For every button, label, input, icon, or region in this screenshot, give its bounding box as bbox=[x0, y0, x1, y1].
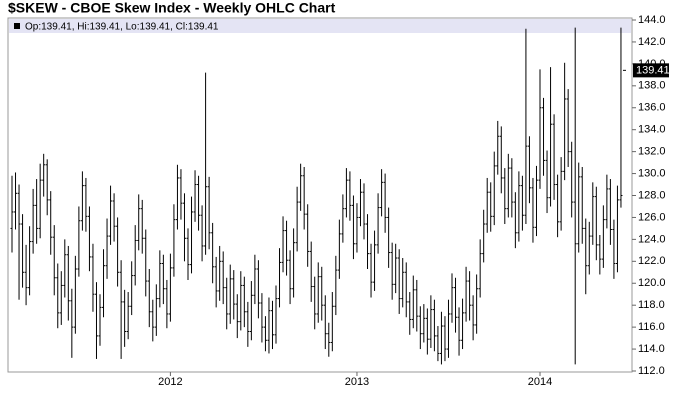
y-tick-label: 132.0 bbox=[638, 146, 666, 158]
y-tick-label: 142.0 bbox=[638, 36, 666, 48]
y-tick-label: 116.0 bbox=[638, 321, 665, 333]
x-tick-label: 2014 bbox=[528, 376, 552, 388]
x-tick-label: 2012 bbox=[158, 376, 182, 388]
legend-band bbox=[9, 19, 631, 33]
y-tick-label: 144.0 bbox=[638, 14, 666, 26]
y-tick-label: 118.0 bbox=[638, 299, 665, 311]
y-tick-label: 136.0 bbox=[638, 102, 666, 114]
legend-swatch bbox=[14, 23, 20, 29]
chart-title: $SKEW - CBOE Skew Index - Weekly OHLC Ch… bbox=[8, 0, 336, 16]
y-tick-label: 124.0 bbox=[638, 233, 666, 245]
y-tick-label: 114.0 bbox=[638, 343, 665, 355]
last-value-tag bbox=[633, 63, 669, 78]
legend-text: Op:139.41, Hi:139.41, Lo:139.41, Cl:139.… bbox=[25, 22, 219, 33]
y-tick-label: 126.0 bbox=[638, 211, 666, 223]
y-tick-label: 130.0 bbox=[638, 167, 666, 179]
y-tick-label: 112.0 bbox=[638, 365, 665, 377]
y-tick-label: 134.0 bbox=[638, 124, 666, 136]
x-tick-label: 2013 bbox=[345, 376, 369, 388]
y-tick-label: 122.0 bbox=[638, 255, 666, 267]
plot-frame bbox=[7, 17, 633, 373]
last-value-label: 139.41 bbox=[636, 64, 670, 76]
y-tick-label: 128.0 bbox=[638, 189, 666, 201]
y-tick-label: 138.0 bbox=[638, 80, 666, 92]
y-tick-label: 120.0 bbox=[638, 277, 666, 289]
